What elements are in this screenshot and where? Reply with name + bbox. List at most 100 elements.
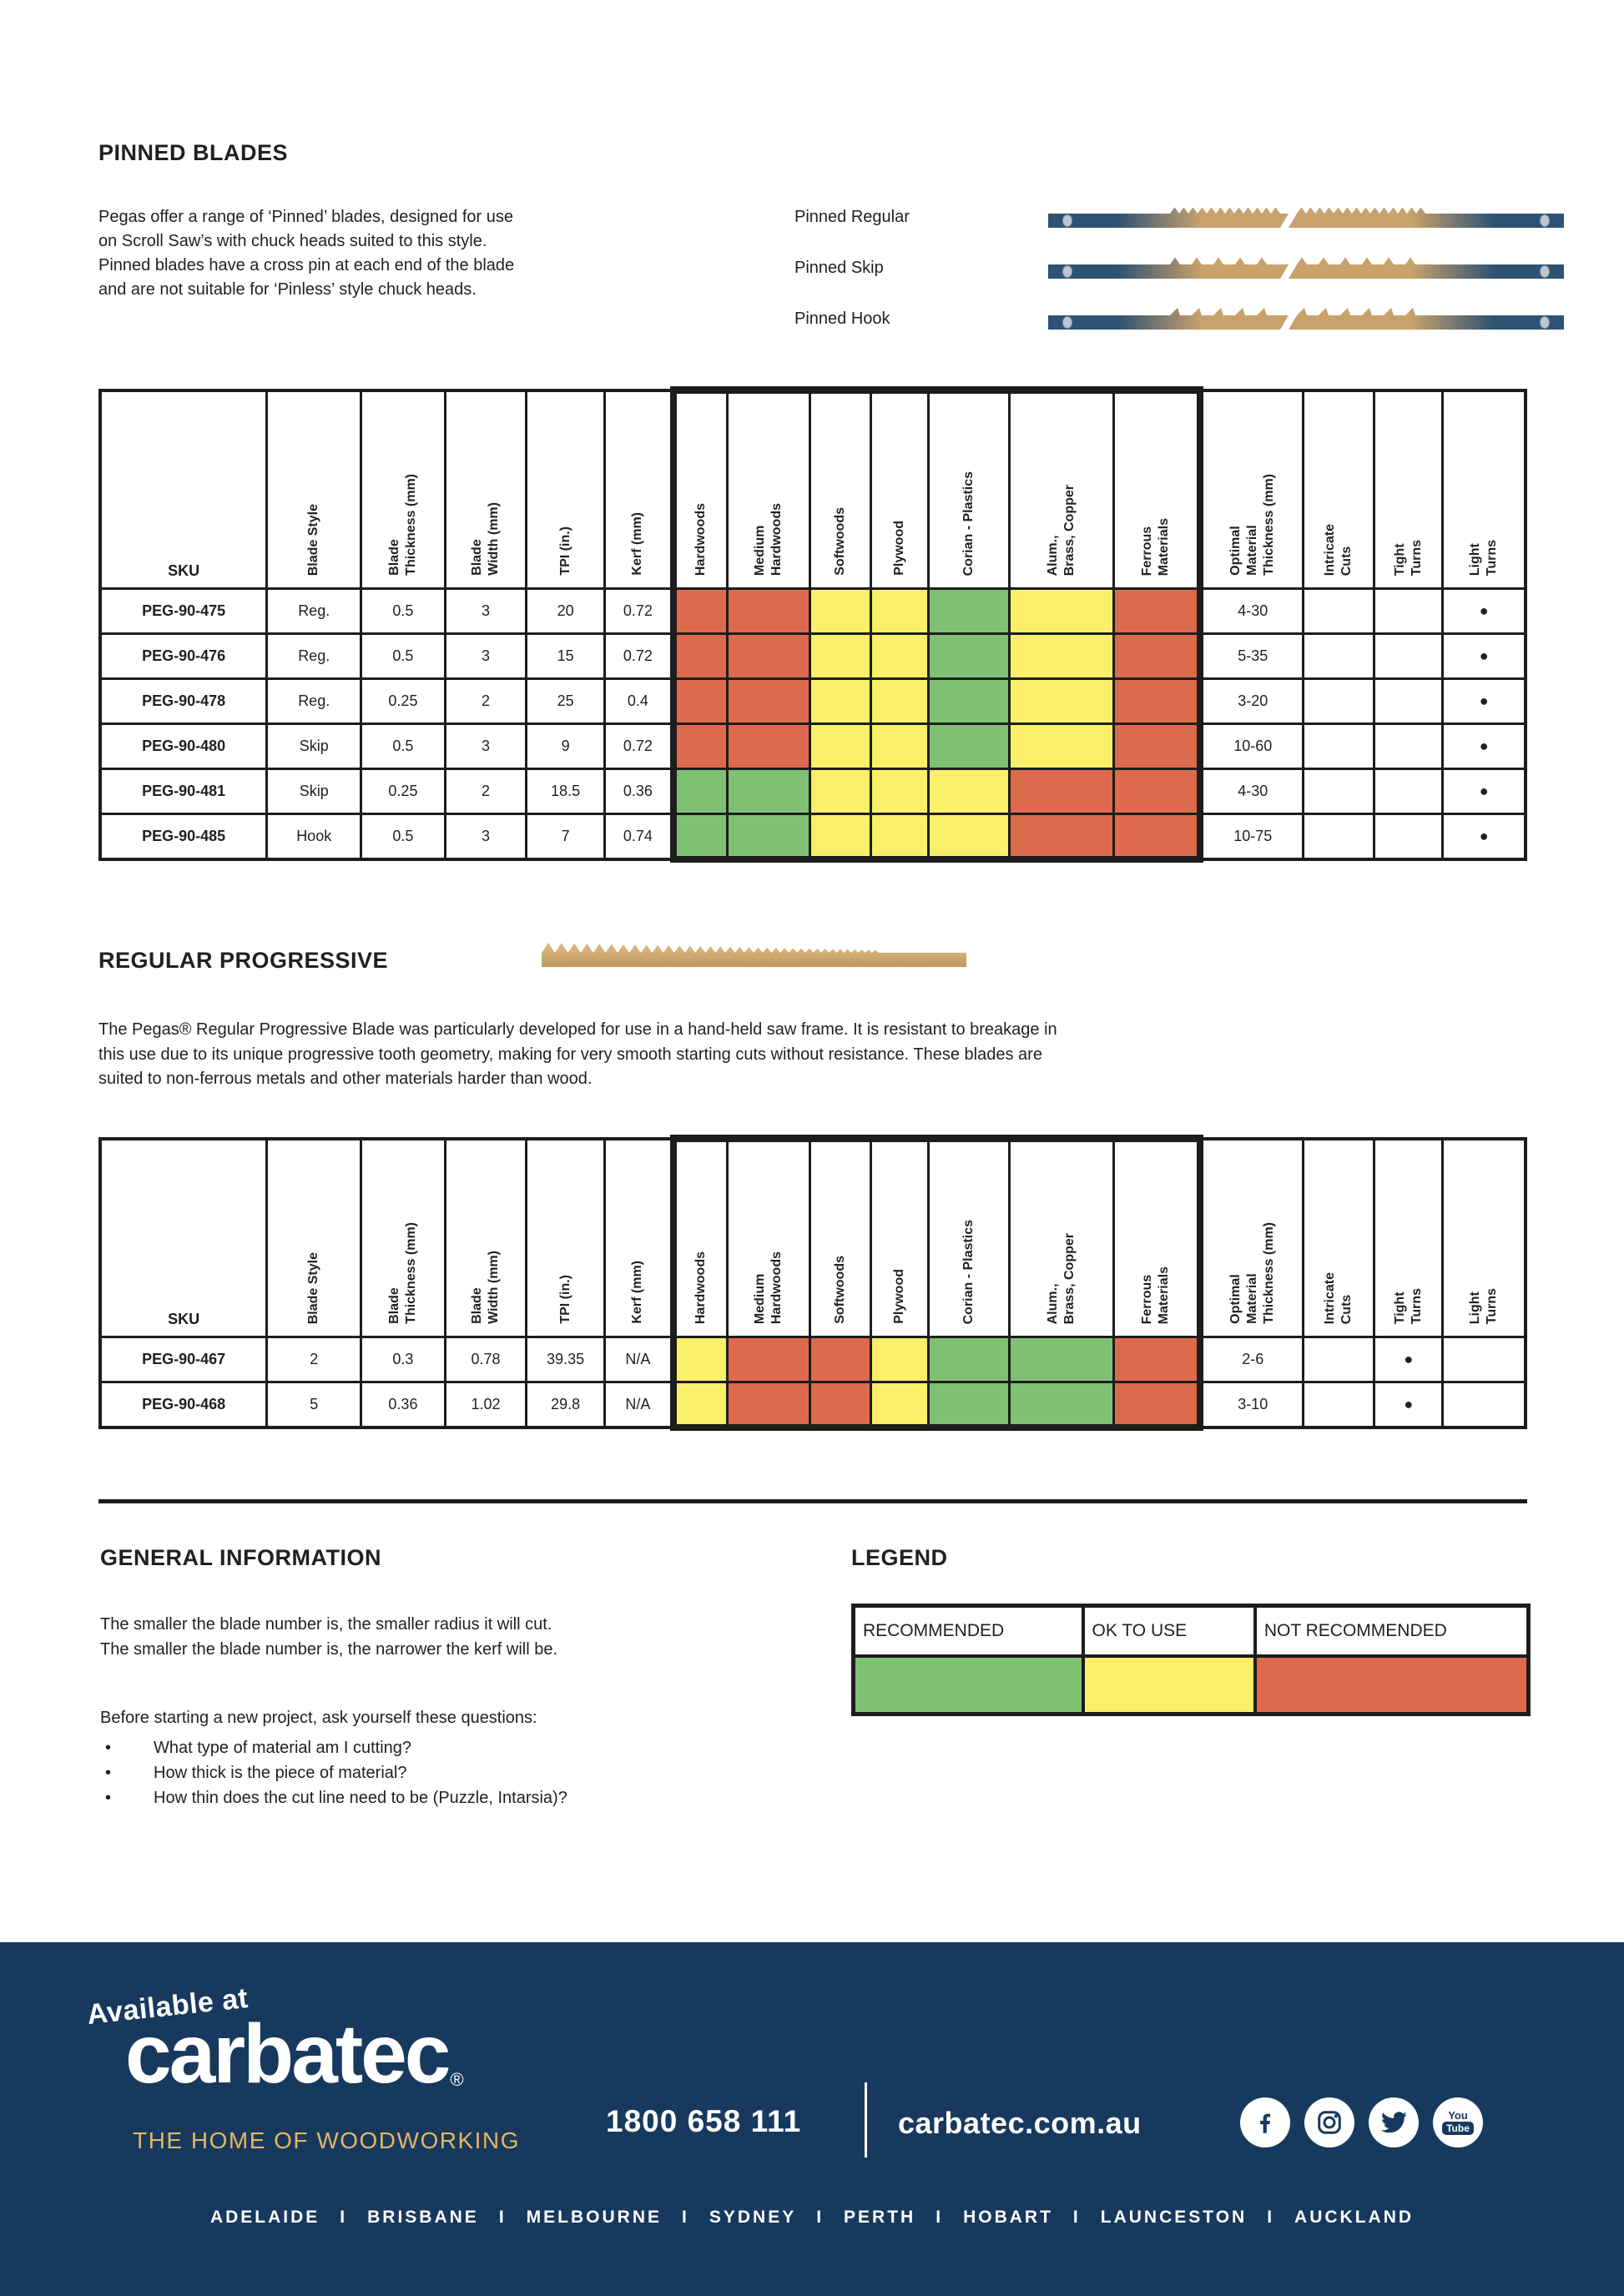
- material-rating-cell: [809, 723, 873, 770]
- material-rating-cell: [926, 677, 1011, 725]
- skip-blade-image: [1048, 257, 1564, 279]
- blade-width-cell: 3: [443, 723, 528, 770]
- kerf-cell: 0.72: [603, 723, 675, 770]
- column-header: Hardwoods: [669, 1135, 729, 1338]
- column-header: Ferrous Materials: [1112, 1135, 1204, 1338]
- blade-thickness-cell: 0.25: [360, 677, 446, 725]
- sku-cell: PEG-90-475: [98, 587, 269, 635]
- light-turns-cell: [1441, 1336, 1527, 1383]
- instagram-icon[interactable]: [1304, 2097, 1354, 2147]
- light-turns-cell: ●: [1441, 768, 1527, 815]
- material-rating-cell: [870, 813, 930, 863]
- column-header: Medium Hardwoods: [725, 386, 812, 590]
- youtube-icon[interactable]: You Tube: [1433, 2097, 1483, 2147]
- tight-turns-cell: [1373, 632, 1445, 680]
- tpi-cell: 29.8: [525, 1381, 607, 1428]
- facebook-icon[interactable]: [1240, 2097, 1290, 2147]
- light-turns-cell: ●: [1441, 587, 1527, 635]
- blade-row-PEG-90-480: PEG-90-480 Skip 0.5 3 9 0.72 10-60 ●: [98, 723, 1527, 770]
- column-header: SKU: [98, 389, 269, 590]
- material-rating-cell: [870, 677, 930, 725]
- material-rating-cell: [870, 632, 930, 680]
- material-rating-cell: [809, 768, 873, 815]
- light-turns-cell: ●: [1441, 632, 1527, 680]
- blade-style-cell: Reg.: [265, 677, 363, 725]
- column-header: Corian - Plastics: [926, 1135, 1011, 1338]
- column-header: TPI (in.): [525, 1137, 607, 1338]
- blade-row-PEG-90-481: PEG-90-481 Skip 0.25 2 18.5 0.36 4-30 ●: [98, 768, 1527, 815]
- legend-color-swatch: [1081, 1654, 1257, 1716]
- tpi-cell: 20: [525, 587, 607, 635]
- column-header: Tight Turns: [1373, 389, 1445, 590]
- legend-label: RECOMMENDED: [851, 1604, 1085, 1658]
- optimal-thickness-cell: 4-30: [1198, 587, 1304, 635]
- optimal-thickness-cell: 10-75: [1198, 813, 1304, 860]
- intricate-cuts-cell: [1301, 677, 1376, 725]
- pinned-blades-spec-table: SKU Blade Style Blade Thickness (mm) Blade …: [98, 386, 1527, 863]
- pinned-blades-intro: Pegas offer a range of ‘Pinned’ blades, …: [98, 208, 515, 299]
- legend-color-swatch: [851, 1654, 1085, 1716]
- general-information-body: The smaller the blade number is, the sma…: [100, 1612, 835, 1810]
- blade-type-label: Pinned Skip: [794, 258, 884, 277]
- material-rating-cell: [809, 813, 873, 863]
- blade-row-PEG-90-467: PEG-90-467 2 0.3 0.78 39.35 N/A 2-6 ●: [98, 1336, 1527, 1383]
- blade-thickness-cell: 0.5: [360, 632, 446, 680]
- tight-turns-cell: [1373, 723, 1445, 770]
- material-rating-cell: [725, 768, 812, 815]
- column-header: Kerf (mm): [603, 389, 675, 590]
- optimal-thickness-cell: 10-60: [1198, 723, 1304, 770]
- material-rating-cell: [926, 632, 1011, 680]
- material-rating-cell: [669, 677, 729, 725]
- blade-width-cell: 3: [443, 632, 528, 680]
- column-header: Blade Style: [265, 389, 363, 590]
- intricate-cuts-cell: [1301, 1381, 1376, 1428]
- column-header: Blade Style: [265, 1137, 363, 1338]
- blade-type-label: Pinned Regular: [794, 207, 910, 226]
- legend-table-wrap: RECOMMENDED OK TO USE NOT RECOMMENDED: [851, 1604, 1531, 1716]
- sku-cell: PEG-90-478: [98, 677, 269, 725]
- legend-title: LEGEND: [851, 1545, 948, 1570]
- city-separator: I: [1072, 2208, 1081, 2227]
- material-rating-cell: [725, 677, 812, 725]
- blade-thickness-cell: 0.3: [360, 1336, 446, 1383]
- twitter-icon[interactable]: [1369, 2097, 1419, 2147]
- column-header: Light Turns: [1441, 1137, 1527, 1338]
- blade-type-row: Pinned Skip: [794, 251, 1571, 284]
- blade-type-label: Pinned Hook: [794, 309, 890, 328]
- legend-label: NOT RECOMMENDED: [1253, 1604, 1531, 1658]
- column-header: Alum., Brass, Copper: [1008, 386, 1115, 590]
- blade-row-PEG-90-468: PEG-90-468 5 0.36 1.02 29.8 N/A 3-10 ●: [98, 1381, 1527, 1431]
- questions-list: What type of material am I cutting? How …: [100, 1735, 835, 1810]
- intricate-cuts-cell: [1301, 813, 1376, 860]
- column-header: Ferrous Materials: [1112, 386, 1204, 590]
- column-header: Intricate Cuts: [1301, 389, 1376, 590]
- blade-style-cell: Skip: [265, 768, 363, 815]
- material-rating-cell: [669, 768, 729, 815]
- blade-row-PEG-90-485: PEG-90-485 Hook 0.5 3 7 0.74 10-75 ●: [98, 813, 1527, 863]
- light-turns-cell: [1441, 1381, 1527, 1428]
- progressive-blades-spec-table: SKU Blade Style Blade Thickness (mm) Blade …: [98, 1135, 1527, 1431]
- material-rating-cell: [725, 1336, 812, 1383]
- city-name: AUCKLAND: [1294, 2208, 1415, 2227]
- material-rating-cell: [669, 587, 729, 635]
- material-rating-cell: [1008, 768, 1115, 815]
- kerf-cell: 0.72: [603, 632, 675, 680]
- tpi-cell: 25: [525, 677, 607, 725]
- pinned-blade-type-list: Pinned Regular Pinned Skip Pinned Hook: [794, 200, 1571, 353]
- blade-style-cell: 5: [265, 1381, 363, 1428]
- website-link[interactable]: carbatec.com.au: [898, 2106, 1142, 2140]
- hook-blade-image: [1048, 308, 1564, 330]
- blade-thickness-cell: 0.36: [360, 1381, 446, 1428]
- material-rating-cell: [669, 813, 729, 863]
- blade-width-cell: 3: [443, 813, 528, 860]
- material-rating-cell: [1112, 677, 1204, 725]
- city-name: LAUNCESTON: [1100, 2208, 1248, 2227]
- blade-row-PEG-90-476: PEG-90-476 Reg. 0.5 3 15 0.72 5-35 ●: [98, 632, 1527, 680]
- material-rating-cell: [870, 768, 930, 815]
- city-separator: I: [682, 2208, 689, 2227]
- progressive-blade-svg: [542, 943, 966, 967]
- column-header: Tight Turns: [1373, 1137, 1445, 1338]
- pinned-blades-title: PINNED BLADES: [98, 140, 289, 165]
- carbatec-logo: carbatec ®: [125, 2012, 464, 2096]
- city-name: ADELAIDE: [209, 2208, 320, 2227]
